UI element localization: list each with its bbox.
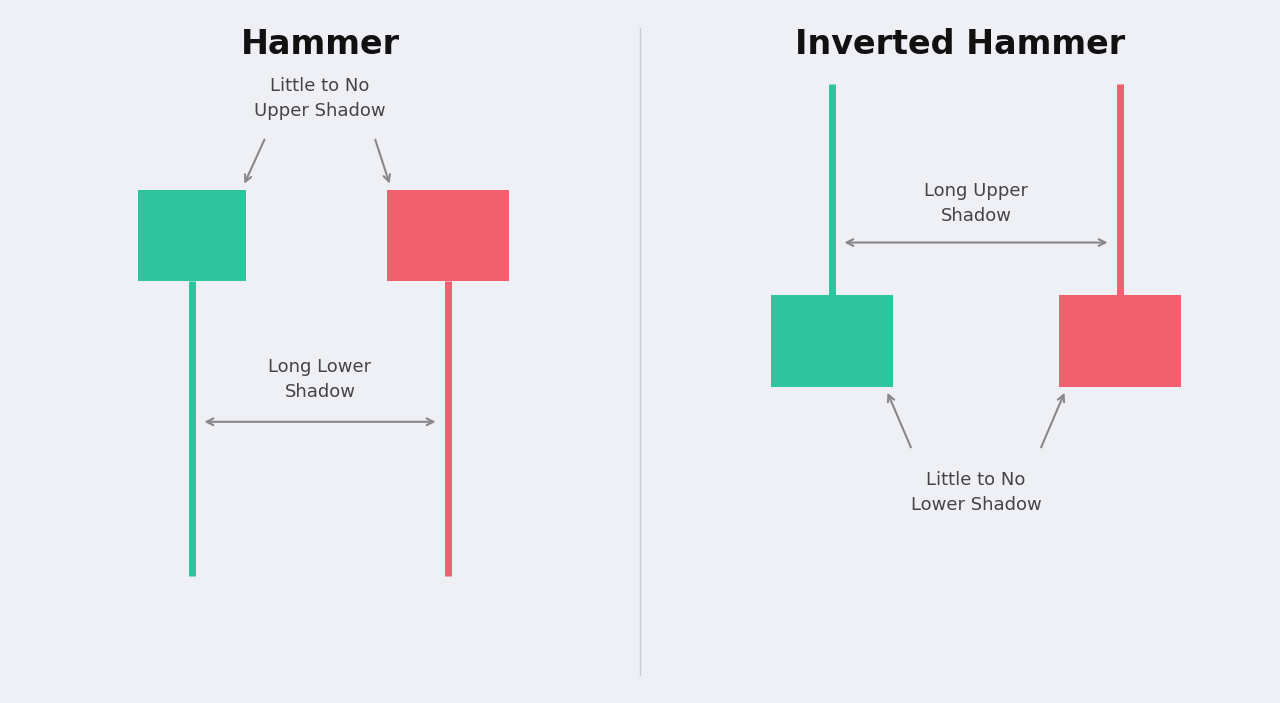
- Text: Little to No
Lower Shadow: Little to No Lower Shadow: [910, 471, 1042, 514]
- Text: Inverted Hammer: Inverted Hammer: [795, 28, 1125, 61]
- Text: Long Upper
Shadow: Long Upper Shadow: [924, 182, 1028, 226]
- Text: Little to No
Upper Shadow: Little to No Upper Shadow: [255, 77, 385, 120]
- Bar: [771, 295, 893, 387]
- Bar: [138, 190, 246, 281]
- Text: Long Lower
Shadow: Long Lower Shadow: [269, 358, 371, 401]
- Bar: [1060, 295, 1180, 387]
- Text: Hammer: Hammer: [241, 28, 399, 61]
- Bar: [387, 190, 508, 281]
